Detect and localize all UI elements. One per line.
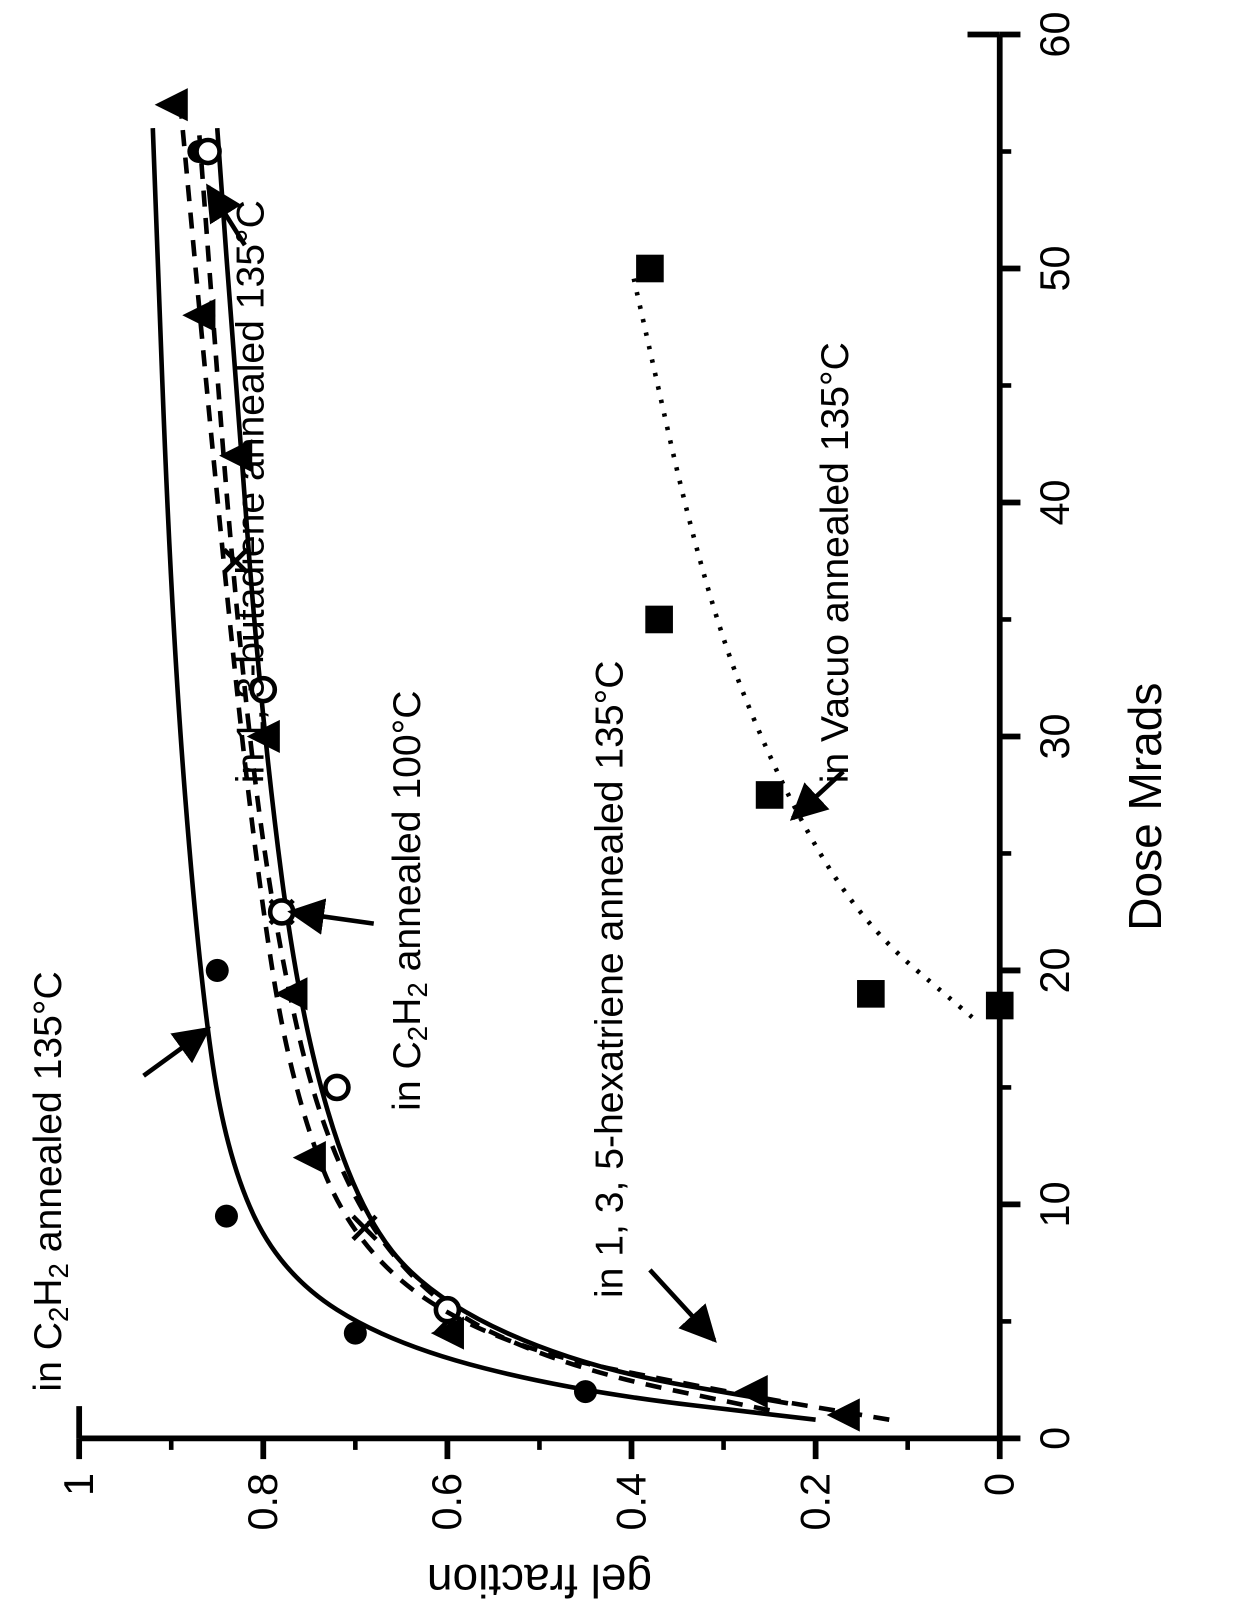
series-point-c2h2_135 <box>574 1380 597 1403</box>
x-tick-label: 40 <box>1032 479 1078 525</box>
series-point-vacuo_135 <box>986 992 1014 1020</box>
y-tick-label: 0.6 <box>424 1473 470 1531</box>
series-point-hexatriene_135 <box>293 1141 326 1174</box>
series-point-vacuo_135 <box>645 606 673 634</box>
x-tick-label: 30 <box>1032 713 1078 759</box>
series-curve-vacuo_135 <box>632 269 973 1018</box>
series-point-c2h2_135 <box>344 1322 367 1345</box>
annotation-label-c2h2_100: in C2H2 annealed 100°C <box>386 690 433 1110</box>
x-tick-label: 20 <box>1032 947 1078 993</box>
y-tick-label: 0 <box>977 1473 1023 1496</box>
series-point-hexatriene_135 <box>827 1398 860 1431</box>
series-point-c2h2_135 <box>215 1205 238 1228</box>
annotation-arrow-hexatriene_135 <box>650 1270 714 1340</box>
x-tick-label: 10 <box>1032 1181 1078 1227</box>
series-curve-hexatriene_135 <box>180 105 889 1420</box>
series-curve-butadiene_135 <box>199 128 770 1410</box>
series-curve-c2h2_100 <box>217 128 788 1403</box>
x-tick-label: 60 <box>1032 11 1078 57</box>
series-point-vacuo_135 <box>857 980 885 1008</box>
series-point-c2h2_135 <box>206 959 229 982</box>
y-tick-label: 0.8 <box>240 1473 286 1531</box>
series-point-vacuo_135 <box>756 781 784 809</box>
annotation-label-butadiene_135: in 1, 3-butadiene annealed 135°C <box>229 200 272 783</box>
y-tick-label: 0.2 <box>792 1473 838 1531</box>
annotation-arrow-c2h2_135 <box>144 1029 208 1076</box>
y-tick-label: 0.4 <box>608 1473 654 1531</box>
y-axis-label: gel fraction <box>427 1555 652 1607</box>
series-point-hexatriene_135 <box>155 88 188 121</box>
annotation-arrow-c2h2_100 <box>291 912 374 924</box>
series-point-butadiene_135 <box>325 1076 348 1099</box>
x-axis-label: Dose Mrads <box>1119 683 1171 931</box>
annotation-label-hexatriene_135: in 1, 3, 5-hexatriene annealed 135°C <box>588 661 631 1299</box>
gel-fraction-vs-dose-chart: 0 10 20 30 40 50 60 Dose Mrads 0 0.2 0.4 0.6 0.8 1 gel… <box>0 0 1240 1611</box>
annotation-label-c2h2_135: in C2H2 annealed 135°C <box>27 971 74 1391</box>
series-point-hexatriene_135 <box>274 977 307 1010</box>
annotation-label-vacuo_135: in Vacuo annealed 135°C <box>814 342 857 783</box>
x-tick-label: 50 <box>1032 245 1078 291</box>
series-point-butadiene_135 <box>197 140 220 163</box>
x-tick-label: 0 <box>1032 1427 1078 1450</box>
y-tick-label: 1 <box>56 1473 102 1496</box>
series-point-butadiene_135 <box>270 900 293 923</box>
series-point-vacuo_135 <box>636 255 664 283</box>
